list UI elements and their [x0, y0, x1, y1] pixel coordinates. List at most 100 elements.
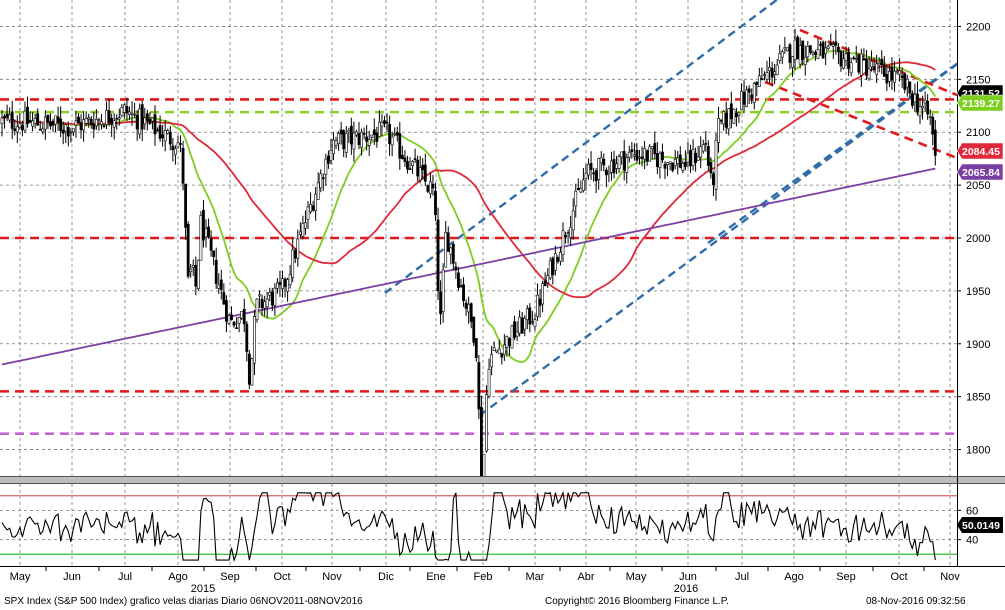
candle-body — [592, 172, 596, 175]
candle-body — [421, 164, 425, 171]
last-value-tag-bg — [956, 142, 1004, 160]
candle-body — [865, 58, 868, 76]
candle-body — [54, 115, 57, 125]
candle-body — [673, 158, 677, 166]
candle-body — [184, 183, 188, 228]
last-value-tag: 2139.27 — [956, 94, 1004, 112]
candle-body — [796, 36, 800, 60]
candle-body — [890, 66, 894, 81]
channel-line — [384, 0, 779, 294]
x-month-label: Ago — [784, 571, 804, 583]
candle-body — [597, 158, 601, 180]
candle-body — [844, 53, 848, 61]
candle-body — [393, 133, 397, 136]
candle-body — [788, 44, 792, 63]
candle-body — [847, 52, 851, 70]
candle-body — [681, 163, 685, 171]
candle-body — [270, 291, 274, 306]
price-axis: 1800 1850 1900 1950 2000 2050 2100 2150 2200 40 60… — [956, 21, 1004, 547]
candle-body — [3, 115, 6, 118]
candle-body — [546, 275, 550, 283]
candle-body — [311, 205, 315, 211]
x-month-label: Ago — [168, 571, 188, 583]
y-tick-label: 2150 — [966, 74, 990, 86]
candle-body — [742, 91, 746, 105]
candle-body — [107, 110, 111, 123]
candle-body — [870, 61, 873, 68]
candle-body — [293, 250, 297, 259]
candle-body — [202, 209, 205, 241]
candle-body — [497, 348, 501, 354]
candle-body — [87, 117, 91, 120]
candle-body — [814, 52, 817, 55]
candle-body — [191, 265, 195, 268]
candle-body — [717, 118, 720, 143]
last-value-tag-bg — [956, 163, 1004, 181]
candle-body — [793, 39, 797, 61]
candle-body — [49, 121, 52, 127]
candle-body — [309, 204, 312, 213]
candle-body — [910, 93, 914, 106]
candle-body — [51, 120, 55, 126]
candle-body — [403, 157, 407, 162]
candle-body — [520, 317, 524, 334]
candle-body — [714, 139, 718, 190]
candle-body — [467, 304, 471, 313]
candle-body — [824, 47, 828, 54]
candle-body — [100, 121, 103, 125]
candle-body — [900, 75, 904, 78]
candle-body — [729, 103, 733, 120]
candle-body — [301, 223, 305, 237]
candle-body — [926, 100, 930, 115]
candle-body — [515, 331, 519, 337]
candle-body — [640, 156, 644, 159]
candle-body — [337, 133, 341, 144]
ma-mid-line — [1, 61, 936, 299]
candle-body — [326, 155, 330, 164]
candle-body — [464, 302, 468, 309]
rsi-line — [1, 490, 936, 563]
candle-body — [500, 353, 504, 358]
candle-body — [436, 219, 440, 292]
candle-body — [508, 338, 511, 346]
candle-body — [273, 287, 277, 306]
candle-body — [268, 292, 272, 296]
rsi-panel — [0, 490, 957, 563]
x-month-label: May — [10, 571, 31, 583]
candle-body — [92, 123, 96, 130]
candle-body — [571, 210, 575, 231]
candle-body — [610, 160, 613, 173]
candle-body — [181, 147, 185, 184]
candle-body — [319, 173, 323, 189]
candle-body — [750, 94, 754, 99]
candle-body — [811, 51, 815, 55]
candle-body — [525, 308, 529, 320]
footer-security-description: SPX Index (S&P 500 Index) grafico velas … — [4, 596, 363, 607]
candle-body — [523, 318, 527, 330]
candle-body — [344, 132, 348, 153]
candle-body — [204, 228, 208, 238]
x-month-label: Oct — [273, 571, 290, 583]
candle-body — [862, 58, 866, 61]
candle-body — [77, 116, 80, 124]
y-tick-label: 1850 — [966, 392, 990, 404]
candle-body — [893, 70, 896, 83]
candle-body — [388, 124, 392, 144]
candle-body — [875, 63, 879, 75]
candle-body — [413, 158, 417, 160]
candle-body — [291, 249, 295, 278]
candle-body — [768, 67, 771, 72]
candle-body — [704, 142, 708, 145]
candle-body — [8, 114, 12, 121]
y-tick-label: 1950 — [966, 286, 990, 298]
candle-body — [556, 257, 560, 262]
candle-body — [457, 272, 460, 288]
candle-body — [908, 81, 912, 94]
candle-body — [385, 121, 389, 124]
candle-body — [237, 317, 241, 324]
candle-body — [765, 72, 769, 80]
candle-body — [826, 46, 830, 49]
candle-body — [808, 45, 812, 53]
candle-body — [166, 130, 170, 134]
candle-body — [683, 161, 687, 167]
